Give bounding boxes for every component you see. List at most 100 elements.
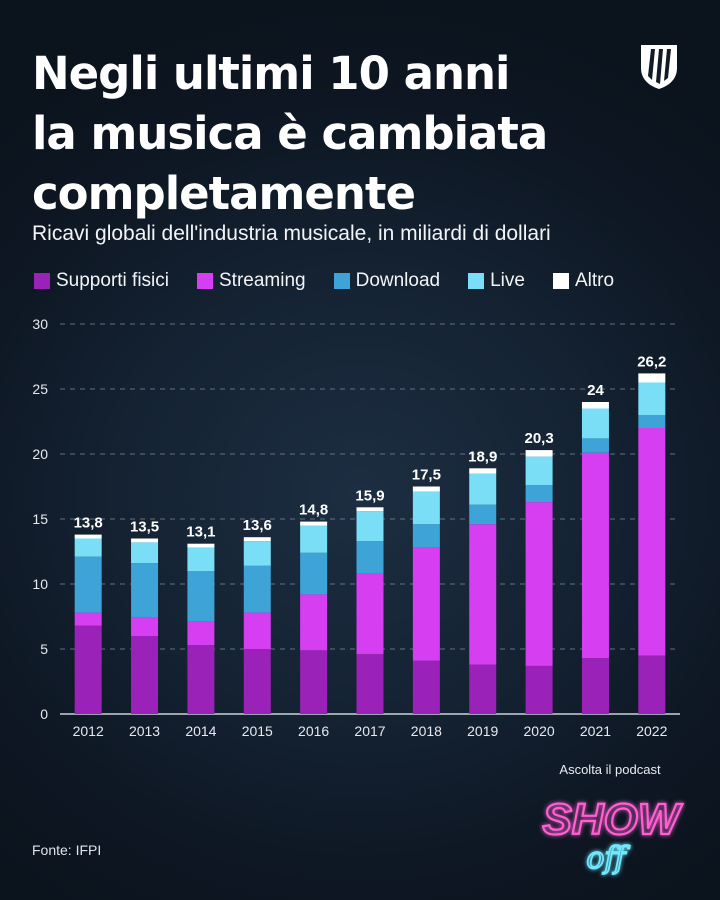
legend-swatch-physical bbox=[34, 273, 50, 289]
bar-segment-2022-streaming bbox=[638, 428, 666, 656]
bar-segment-2019-altro bbox=[469, 468, 497, 474]
total-label-2017: 15,9 bbox=[355, 487, 384, 504]
podcast-label: Ascolta il podcast bbox=[559, 762, 661, 777]
bar-segment-2014-supporti-fisici bbox=[187, 645, 215, 714]
bar-segment-2019-download bbox=[469, 504, 497, 525]
bar-segment-2017-altro bbox=[356, 507, 384, 512]
x-tick-label-2012: 2012 bbox=[73, 723, 104, 739]
x-tick-label-2021: 2021 bbox=[580, 723, 611, 739]
y-tick-label-15: 15 bbox=[32, 511, 48, 527]
page-title: Negli ultimi 10 anni la musica è cambiat… bbox=[32, 44, 632, 224]
bar-segment-2022-live bbox=[638, 382, 666, 415]
x-tick-label-2020: 2020 bbox=[524, 723, 555, 739]
bar-segment-2013-supporti-fisici bbox=[131, 636, 159, 714]
stacked-bar-chart: 0 5 10 15 20 25 30 13,8 2012 13,5 2013 13,1 2014 13,6… bbox=[32, 316, 680, 739]
bar-segment-2018-streaming bbox=[412, 547, 440, 661]
bar-segment-2020-supporti-fisici bbox=[525, 665, 553, 714]
total-label-2019: 18,9 bbox=[468, 448, 497, 465]
bar-segment-2022-altro bbox=[638, 373, 666, 383]
show-off-podcast-logo-icon: SHOW off bbox=[541, 794, 684, 877]
bar-segment-2020-live bbox=[525, 456, 553, 486]
bar-segment-2016-streaming bbox=[300, 594, 328, 651]
total-label-2018: 17,5 bbox=[412, 467, 441, 484]
bar-segment-2012-streaming bbox=[74, 612, 102, 626]
legend-swatch-streaming bbox=[197, 273, 213, 289]
bar-segment-2019-supporti-fisici bbox=[469, 664, 497, 714]
bar-segment-2018-supporti-fisici bbox=[412, 660, 440, 714]
x-tick-label-2014: 2014 bbox=[185, 723, 216, 739]
total-label-2014: 13,1 bbox=[186, 524, 215, 541]
bar-segment-2016-altro bbox=[300, 521, 328, 526]
bar-segment-2021-live bbox=[581, 408, 609, 439]
bar-segment-2020-download bbox=[525, 485, 553, 503]
bar-segment-2018-altro bbox=[412, 486, 440, 492]
chart-legend: Supporti fisici Streaming Download Live … bbox=[34, 268, 642, 294]
legend-item-live: Live bbox=[468, 270, 525, 292]
legend-item-download: Download bbox=[333, 270, 441, 292]
total-label-2012: 13,8 bbox=[74, 515, 103, 532]
bar-segment-2013-live bbox=[131, 542, 159, 564]
bar-segment-2012-download bbox=[74, 556, 102, 613]
bar-segment-2019-live bbox=[469, 473, 497, 505]
bar-segment-2013-download bbox=[131, 563, 159, 618]
chart-subtitle: Ricavi globali dell'industria musicale, … bbox=[32, 222, 551, 245]
bar-segment-2017-streaming bbox=[356, 573, 384, 655]
bar-segment-2022-download bbox=[638, 415, 666, 428]
bar-segment-2017-supporti-fisici bbox=[356, 654, 384, 714]
legend-item-streaming: Streaming bbox=[197, 270, 306, 292]
bar-segment-2014-download bbox=[187, 571, 215, 622]
title-line-1: Negli ultimi 10 anni bbox=[32, 47, 510, 100]
legend-label-physical: Supporti fisici bbox=[56, 270, 169, 291]
bar-segment-2012-altro bbox=[74, 534, 102, 539]
bar-segment-2014-altro bbox=[187, 543, 215, 548]
x-tick-label-2019: 2019 bbox=[467, 723, 498, 739]
bar-segment-2021-supporti-fisici bbox=[581, 658, 609, 714]
y-tick-label-25: 25 bbox=[32, 381, 48, 397]
podcast-word-show: SHOW bbox=[543, 795, 683, 844]
bar-segment-2022-supporti-fisici bbox=[638, 655, 666, 714]
x-tick-label-2016: 2016 bbox=[298, 723, 329, 739]
y-tick-label-0: 0 bbox=[40, 706, 48, 722]
total-label-2020: 20,3 bbox=[524, 430, 553, 447]
legend-swatch-download bbox=[333, 273, 350, 289]
bar-segment-2014-live bbox=[187, 547, 215, 571]
bar-segment-2016-live bbox=[300, 525, 328, 553]
bar-segment-2015-streaming bbox=[243, 612, 271, 649]
bar-segment-2020-streaming bbox=[525, 502, 553, 666]
y-tick-label-10: 10 bbox=[32, 576, 48, 592]
title-line-3: completamente bbox=[32, 167, 416, 220]
bar-segment-2018-download bbox=[412, 524, 440, 548]
total-label-2022: 26,2 bbox=[637, 353, 666, 370]
y-tick-label-30: 30 bbox=[32, 316, 48, 332]
total-label-2015: 13,6 bbox=[243, 517, 272, 534]
y-tick-label-5: 5 bbox=[40, 641, 48, 657]
legend-label-other: Altro bbox=[574, 270, 615, 291]
total-label-2013: 13,5 bbox=[130, 519, 159, 536]
total-label-2016: 14,8 bbox=[299, 502, 328, 519]
podcast-word-off: off bbox=[586, 841, 630, 876]
total-label-2021: 24 bbox=[587, 382, 604, 399]
source-note: Fonte: IFPI bbox=[32, 842, 102, 858]
legend-swatch-other bbox=[552, 273, 569, 289]
legend-label-streaming: Streaming bbox=[219, 270, 306, 291]
legend-label-download: Download bbox=[355, 270, 441, 291]
bar-segment-2020-altro bbox=[525, 450, 553, 457]
bar-segment-2015-supporti-fisici bbox=[243, 649, 271, 714]
x-tick-label-2018: 2018 bbox=[411, 723, 442, 739]
title-line-2: la musica è cambiata bbox=[32, 107, 548, 160]
bar-segment-2017-download bbox=[356, 541, 384, 574]
bar-segment-2021-streaming bbox=[581, 452, 609, 659]
x-tick-label-2013: 2013 bbox=[129, 723, 160, 739]
x-tick-label-2017: 2017 bbox=[354, 723, 385, 739]
bar-segment-2018-live bbox=[412, 491, 440, 525]
bar-segment-2021-altro bbox=[581, 402, 609, 409]
bar-segment-2016-download bbox=[300, 552, 328, 595]
bar-segment-2013-streaming bbox=[131, 617, 159, 636]
legend-label-live: Live bbox=[490, 270, 525, 291]
bar-segment-2015-download bbox=[243, 565, 271, 613]
x-tick-label-2022: 2022 bbox=[636, 723, 667, 739]
bar-segment-2013-altro bbox=[131, 538, 159, 543]
legend-item-physical: Supporti fisici bbox=[34, 270, 169, 292]
y-tick-label-20: 20 bbox=[32, 446, 48, 462]
bar-segment-2019-streaming bbox=[469, 524, 497, 665]
